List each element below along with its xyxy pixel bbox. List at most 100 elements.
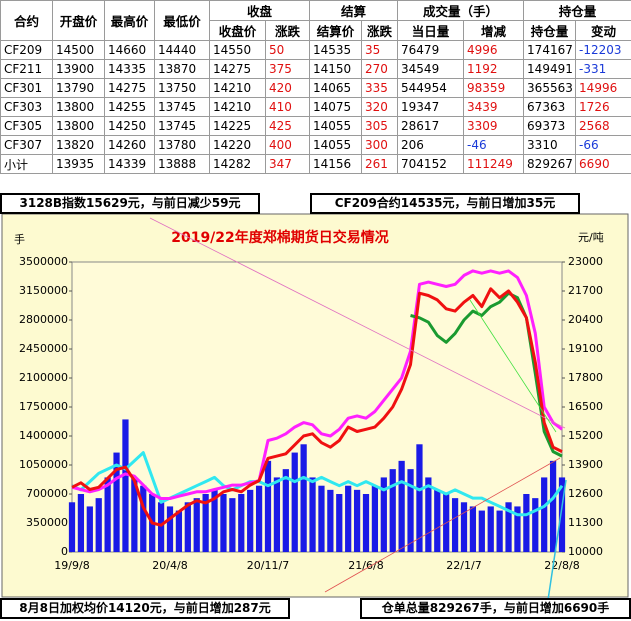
volume-bar [184,502,191,552]
y-tick-label: 1050000 [19,458,68,471]
table-cell: CF301 [0,78,53,98]
table-cell: 13800 [52,116,105,136]
y-axis-label: 手 [14,232,25,246]
y2-tick-label: 12600 [568,487,603,500]
table-cell: 14996 [575,78,631,98]
table-cell: 14210 [209,78,266,98]
y-tick-label: 3150000 [19,284,68,297]
table-cell: 14660 [104,40,155,60]
table-cell: 28617 [397,116,465,136]
table-row: CF209 14500 14660 14440 14550 50 14535 35 76479 4… [0,40,631,60]
subheader-cell: 涨跌 [361,20,399,41]
y-tick-label: 1400000 [19,429,68,442]
volume-bar [238,494,245,552]
y-tick-label: 2800000 [19,313,68,326]
chart-title: 2019/22年度郑棉期货日交易情况 [171,229,389,246]
y2-tick-label: 23000 [568,255,603,268]
summary-box: 3128B指数15629元，与前日减少59元 [0,193,260,214]
table-cell: 76479 [397,40,465,60]
table-cell: -12203 [575,40,631,60]
volume-bar [202,494,209,552]
table-cell: 174167 [523,40,577,60]
y2-tick-label: 16500 [568,400,603,413]
volume-bar [398,460,405,552]
table-row: CF211 13900 14335 13870 14275 375 14150 270 3454… [0,59,631,79]
price-line [71,287,563,527]
table-cell: 420 [264,78,311,98]
volume-bar [247,489,254,552]
table-row: 小计 13935 14339 13888 14282 347 14156 261 704152 1… [0,154,631,174]
table-cell: 1726 [575,97,631,117]
volume-bar [434,489,441,552]
volume-bar [140,485,147,552]
table-cell: -331 [575,59,631,79]
table-cell: 270 [361,59,399,79]
x-tick-label: 19/9/8 [54,559,89,572]
volume-bar [255,485,263,552]
volume-bar [104,477,111,552]
trend-line [469,299,557,433]
volume-bar [514,506,521,552]
volume-bar [157,502,165,552]
volume-bar [273,477,281,552]
table-cell: 1192 [463,59,525,79]
y2-tick-label: 10000 [568,545,603,558]
table-cell: CF209 [0,40,53,60]
table-cell: 829267 [523,154,577,174]
volume-bar [282,469,289,552]
table-cell: CF211 [0,59,53,79]
table-cell: 14055 [309,135,363,155]
table-row: CF303 13800 14255 13745 14210 410 14075 320 1934… [0,97,631,117]
subheader-cell: 当日量 [397,20,465,41]
table-cell: 6690 [575,154,631,174]
summary-box: 8月8日加权均价14120元，与前日增加287元 [0,598,290,619]
volume-bar [425,477,432,552]
volume-bar [77,494,85,552]
table-cell: 14255 [104,97,155,117]
volume-bar [451,498,459,552]
table-cell: 98359 [463,78,525,98]
table-cell: 14500 [52,40,105,60]
volume-bar [523,494,530,552]
volume-bar [193,498,200,552]
volume-bar [353,489,361,552]
volume-bar [478,510,485,552]
table-cell: 14250 [104,116,155,136]
volume-bar [549,460,557,552]
header-cell: 开盘价 [52,0,105,41]
volume-bar [68,502,76,552]
table-cell: 3309 [463,116,525,136]
header-cell: 合约 [0,0,53,41]
table-cell: 14282 [209,154,266,174]
y-tick-label: 350000 [26,516,68,529]
subheader-cell: 变动 [575,20,631,41]
volume-bar [166,506,174,552]
volume-bar [389,469,396,552]
header-group: 成交量（手） [397,0,525,21]
volume-bar [309,477,316,552]
trend-line [547,479,567,601]
subheader-cell: 持仓量 [523,20,577,41]
x-tick-label: 20/11/7 [247,559,289,572]
table-cell: 小计 [0,154,53,174]
price-line [71,451,564,517]
y2-tick-label: 17800 [568,371,603,384]
volume-bar [113,452,120,552]
y2-tick-label: 20400 [568,313,603,326]
volume-bar [371,485,379,552]
table-cell: 335 [361,78,399,98]
volume-bar [380,477,387,552]
table-cell: 13745 [154,97,210,117]
y2-tick-label: 21700 [568,284,603,297]
y-tick-label: 2450000 [19,342,68,355]
table-row: CF305 13800 14250 13745 14225 425 14055 305 2861… [0,116,631,136]
table-cell: 14550 [209,40,266,60]
table-cell: 13870 [154,59,210,79]
table-cell: 4996 [463,40,525,60]
table-cell: 365563 [523,78,577,98]
volume-bar [175,510,183,552]
table-cell: 14275 [209,59,266,79]
x-tick-label: 20/4/8 [152,559,187,572]
volume-bar [220,494,227,552]
